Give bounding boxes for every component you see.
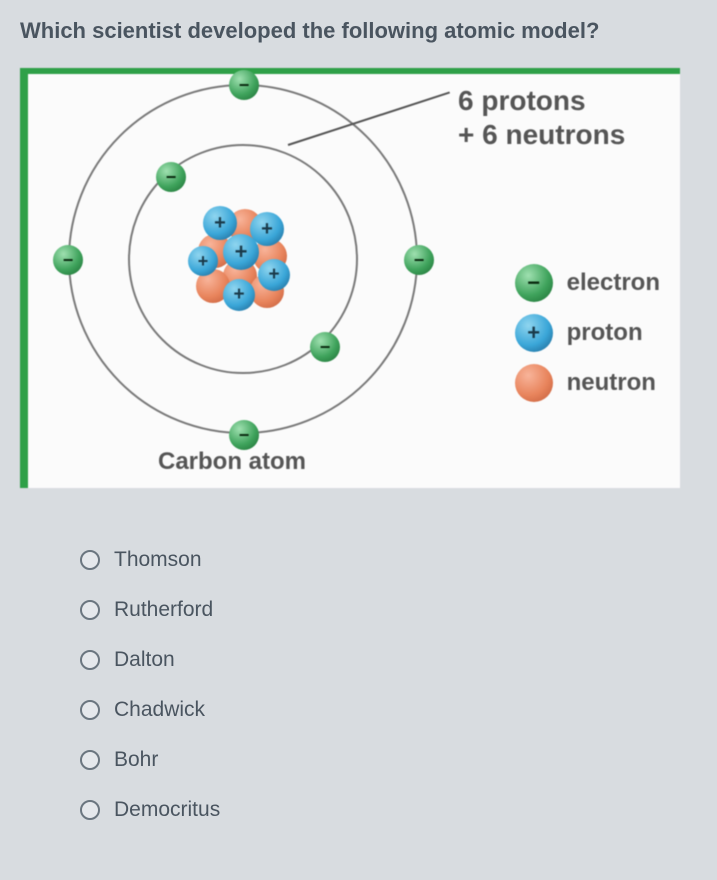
question-text: Which scientist developed the following … (20, 18, 697, 44)
option-label: Thomson (114, 548, 202, 572)
atomic-model-diagram: ++++++ −−−−−− 6 protons + 6 neutrons − e… (20, 68, 680, 488)
neutron-icon (515, 364, 553, 402)
proton-particle: + (188, 246, 218, 276)
callout-line1: 6 protons (458, 84, 625, 118)
answer-options: Thomson Rutherford Dalton Chadwick Bohr Democ… (80, 548, 697, 822)
proton-icon: + (515, 314, 553, 352)
legend-electron: − electron (515, 264, 660, 302)
legend: − electron + proton neutron (515, 264, 660, 414)
proton-particle: + (203, 206, 237, 240)
answer-option[interactable]: Dalton (80, 648, 697, 672)
answer-option[interactable]: Rutherford (80, 598, 697, 622)
legend-electron-label: electron (567, 269, 660, 297)
proton-particle: + (258, 259, 290, 291)
legend-neutron-label: neutron (567, 369, 656, 397)
radio-button[interactable] (80, 650, 100, 670)
answer-option[interactable]: Chadwick (80, 698, 697, 722)
electron-particle: − (53, 245, 83, 275)
answer-option[interactable]: Bohr (80, 748, 697, 772)
option-label: Chadwick (114, 698, 205, 722)
radio-button[interactable] (80, 750, 100, 770)
option-label: Dalton (114, 648, 175, 672)
proton-particle: + (223, 234, 259, 270)
radio-button[interactable] (80, 550, 100, 570)
electron-particle: − (229, 70, 259, 100)
answer-option[interactable]: Democritus (80, 798, 697, 822)
option-label: Democritus (114, 798, 220, 822)
option-label: Bohr (114, 748, 158, 772)
diagram-caption: Carbon atom (158, 448, 306, 476)
callout-text: 6 protons + 6 neutrons (458, 84, 625, 151)
legend-proton: + proton (515, 314, 660, 352)
option-label: Rutherford (114, 598, 213, 622)
radio-button[interactable] (80, 700, 100, 720)
legend-neutron: neutron (515, 364, 660, 402)
electron-particle: − (229, 420, 259, 450)
radio-button[interactable] (80, 800, 100, 820)
callout-line2: + 6 neutrons (458, 118, 625, 152)
electron-icon: − (515, 264, 553, 302)
electron-particle: − (404, 245, 434, 275)
electron-particle: − (310, 332, 340, 362)
legend-proton-label: proton (567, 319, 643, 347)
electron-particle: − (156, 162, 186, 192)
radio-button[interactable] (80, 600, 100, 620)
atom-area: ++++++ −−−−−− (48, 84, 428, 484)
answer-option[interactable]: Thomson (80, 548, 697, 572)
nucleus: ++++++ (188, 204, 298, 314)
proton-particle: + (223, 279, 255, 311)
